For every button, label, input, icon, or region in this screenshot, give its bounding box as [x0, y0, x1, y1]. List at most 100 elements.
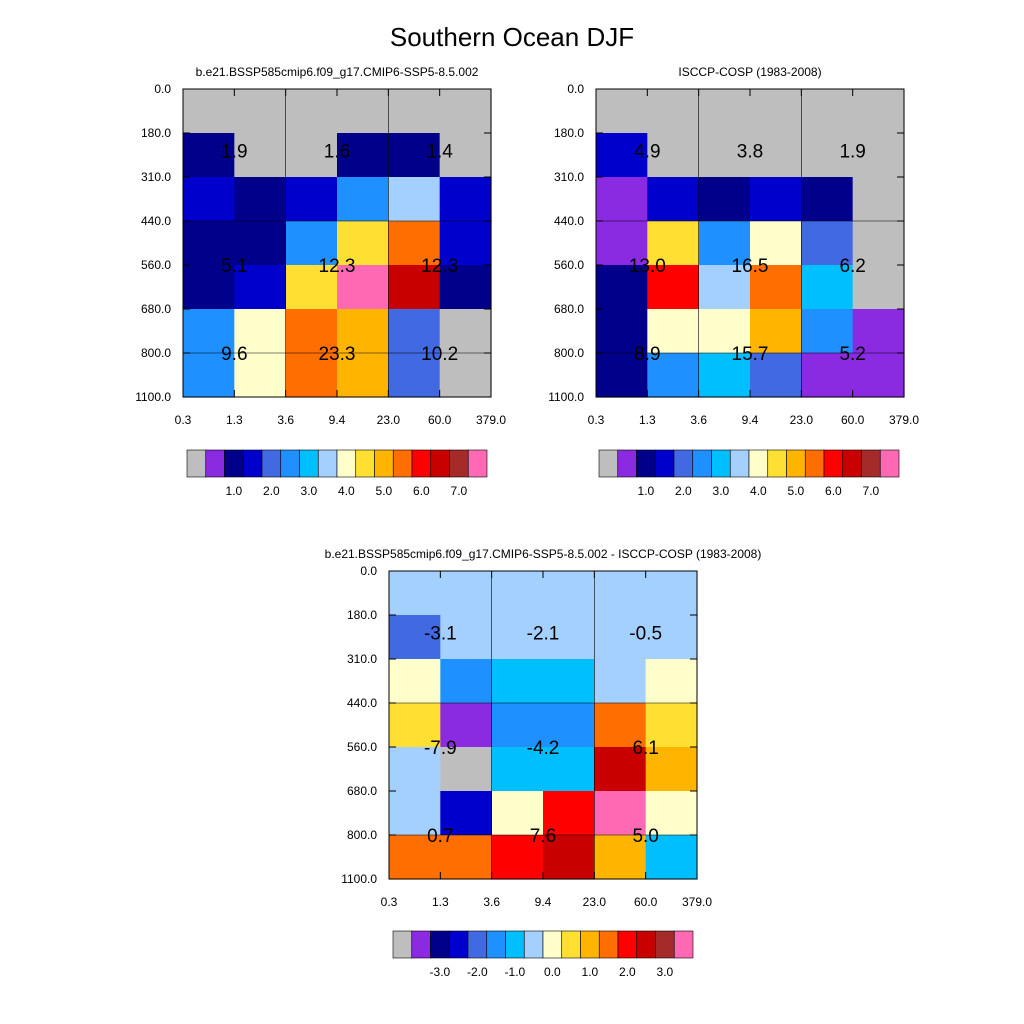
- y-tick-label: 1100.0: [341, 872, 377, 886]
- panel-title: b.e21.BSSP585cmip6.f09_g17.CMIP6-SSP5-8.…: [325, 547, 762, 561]
- colorbar-swatch: [767, 449, 787, 478]
- heatmap-cell: [491, 834, 544, 880]
- heatmap-cell: [647, 264, 700, 310]
- y-tick-label: 440.0: [554, 214, 584, 228]
- difference-panel: b.e21.BSSP585cmip6.f09_g17.CMIP6-SSP5-8.…: [325, 547, 762, 979]
- x-tick-label: 60.0: [428, 413, 452, 427]
- heatmap-cell: [183, 352, 235, 398]
- heatmap-cell: [647, 221, 700, 266]
- colorbar-swatch: [186, 449, 207, 478]
- heatmap-cell: [801, 133, 854, 178]
- colorbar-swatch: [636, 449, 656, 478]
- x-tick-label: 60.0: [841, 413, 865, 427]
- x-tick-label: 23.0: [583, 895, 607, 909]
- colorbar-swatch: [317, 449, 338, 478]
- heatmap-cell: [285, 221, 338, 266]
- heatmap-cell: [440, 791, 493, 836]
- x-tick-label: 23.0: [790, 413, 814, 427]
- x-tick-label: 1.3: [226, 413, 243, 427]
- colorbar-swatch: [654, 449, 675, 478]
- colorbar-label: 2.0: [675, 484, 692, 498]
- heatmap-cell: [183, 133, 235, 178]
- block-value-label: 1.6: [324, 142, 350, 163]
- block-value-label: 23.3: [319, 344, 356, 365]
- heatmap-cell: [852, 264, 905, 310]
- heatmap-cell: [698, 264, 751, 310]
- block-value-label: -7.9: [424, 738, 457, 759]
- colorbar-swatch: [299, 449, 319, 478]
- y-tick-label: 180.0: [554, 126, 584, 140]
- colorbar-label: -2.0: [467, 965, 488, 979]
- y-tick-label: 800.0: [554, 346, 584, 360]
- block-value-label: 3.8: [737, 142, 763, 163]
- heatmap-cell: [543, 571, 595, 616]
- colorbar-label: -1.0: [505, 965, 526, 979]
- heatmap-cell: [596, 89, 648, 134]
- colorbar-swatch: [430, 449, 450, 478]
- heatmap-cell: [852, 352, 905, 398]
- heatmap-cell: [698, 89, 751, 134]
- heatmap-cell: [647, 352, 700, 398]
- heatmap-cell: [388, 177, 441, 222]
- heatmap-cell: [389, 615, 441, 660]
- colorbar-label: 3.0: [657, 965, 674, 979]
- heatmap-cell: [234, 133, 287, 178]
- heatmap-cell: [337, 177, 389, 222]
- heatmap-cell: [647, 89, 700, 134]
- heatmap-cell: [645, 703, 698, 748]
- heatmap-cell: [594, 571, 647, 616]
- heatmap-cell: [852, 221, 905, 266]
- heatmap-cell: [698, 133, 751, 178]
- x-tick-label: 379.0: [476, 413, 506, 427]
- colorbar-label: 5.0: [376, 484, 393, 498]
- heatmap-cell: [491, 703, 544, 748]
- colorbar-swatch: [598, 930, 619, 959]
- heatmap-cell: [852, 177, 905, 222]
- colorbar-label: 6.0: [413, 484, 430, 498]
- colorbar-swatch: [467, 930, 488, 959]
- x-tick-label: 9.4: [535, 895, 552, 909]
- heatmap-cell: [594, 615, 647, 660]
- colorbar-swatch: [655, 930, 675, 959]
- colorbar-swatch: [336, 449, 357, 478]
- heatmap-cell: [750, 177, 802, 222]
- colorbar-swatch: [542, 930, 563, 959]
- heatmap-cell: [234, 89, 287, 134]
- heatmap-cell: [388, 133, 441, 178]
- heatmap-cell: [750, 309, 802, 354]
- x-tick-label: 9.4: [329, 413, 346, 427]
- y-tick-label: 800.0: [347, 828, 377, 842]
- heatmap-cell: [647, 309, 700, 354]
- colorbar-label: 5.0: [788, 484, 805, 498]
- heatmap-cell: [596, 309, 648, 354]
- colorbar-swatch: [729, 449, 750, 478]
- block-value-label: -3.1: [424, 624, 457, 645]
- y-tick-label: 440.0: [141, 214, 171, 228]
- colorbar-swatch: [355, 449, 375, 478]
- heatmap-cell: [801, 221, 854, 266]
- heatmap-cell: [698, 177, 751, 222]
- y-tick-label: 440.0: [347, 696, 377, 710]
- heatmap-cell: [594, 746, 647, 792]
- heatmap-cell: [645, 746, 698, 792]
- heatmap-cell: [543, 659, 595, 704]
- block-value-label: -4.2: [527, 738, 560, 759]
- colorbar-label: 7.0: [863, 484, 880, 498]
- colorbar-swatch: [486, 930, 506, 959]
- heatmap-cell: [543, 615, 595, 660]
- block-value-label: -2.1: [527, 624, 560, 645]
- heatmap-cell: [750, 352, 802, 398]
- heatmap-cell: [698, 221, 751, 266]
- heatmap-cell: [543, 746, 595, 792]
- block-value-label: 10.2: [421, 344, 458, 365]
- heatmap-cell: [439, 352, 492, 398]
- colorbar-swatch: [598, 449, 619, 478]
- heatmap-cell: [389, 791, 441, 836]
- y-tick-label: 310.0: [347, 652, 377, 666]
- colorbar-label: 3.0: [301, 484, 318, 498]
- y-tick-label: 0.0: [567, 82, 584, 96]
- colorbar-swatch: [505, 930, 525, 959]
- panel-title: b.e21.BSSP585cmip6.f09_g17.CMIP6-SSP5-8.…: [196, 65, 479, 79]
- colorbar-swatch: [392, 930, 413, 959]
- y-tick-label: 310.0: [141, 170, 171, 184]
